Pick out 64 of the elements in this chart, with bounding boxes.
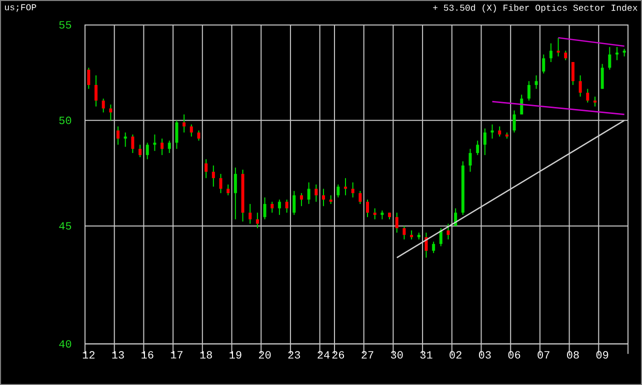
candlestick [175, 120, 178, 150]
candlestick [373, 208, 376, 220]
candlestick [432, 241, 436, 254]
x-tick-label: 23 [288, 351, 300, 359]
candlestick [278, 199, 281, 216]
candlestick [292, 190, 296, 216]
x-tick-label: 12 [82, 351, 94, 358]
x-tick-label: 27 [362, 351, 374, 358]
candlestick [146, 142, 149, 160]
x-tick-label: 30 [390, 351, 403, 359]
x-tick-label: 07 [538, 351, 550, 359]
chart-title: us;FOP [5, 4, 36, 12]
candlestick [300, 192, 303, 207]
candlestick [322, 188, 325, 207]
candlestick [542, 54, 546, 74]
x-tick-label: 19 [230, 351, 242, 359]
x-tick-label: 02 [450, 351, 462, 359]
candlestick [527, 80, 530, 102]
y-tick-label: 55 [59, 21, 72, 29]
y-tick-label: 40 [59, 340, 72, 348]
x-tick-label: 08 [567, 351, 579, 359]
x-tick-label: 18 [200, 351, 212, 359]
x-tick-label: 06 [508, 351, 520, 359]
candlestick [439, 228, 442, 247]
y-tick-label: 45 [59, 222, 72, 230]
candlestick [182, 114, 186, 133]
candlestick [446, 223, 450, 240]
candlestick [483, 128, 486, 156]
candlestick [109, 104, 112, 121]
candlestick [534, 74, 538, 90]
candlestick [549, 42, 552, 63]
candlestick [600, 63, 604, 90]
candlestick [263, 196, 266, 220]
chart-subtitle: + 53.50d (X) Fiber Optics Sector Index [433, 4, 638, 13]
candlestick [556, 37, 560, 57]
candlestick [344, 178, 347, 196]
x-tick-label: 09 [596, 351, 608, 359]
x-tick-label: 24 [318, 351, 330, 358]
candlestick [307, 182, 310, 204]
x-tick-label: 20 [258, 351, 271, 359]
candlestick [490, 124, 494, 140]
candlestick [168, 140, 171, 154]
candlestick [468, 148, 472, 172]
x-tick-label: 13 [112, 351, 124, 359]
candlestick [124, 132, 127, 148]
x-tick-label: 03 [478, 351, 491, 359]
x-tick-label: 16 [142, 351, 154, 359]
x-tick-label: 17 [170, 351, 182, 358]
candlestick [615, 46, 618, 61]
x-tick-label: 31 [420, 351, 432, 359]
candlestick [153, 134, 156, 152]
candlestick [234, 167, 237, 220]
y-tick-label: 50 [59, 116, 72, 124]
candlestick [608, 46, 612, 70]
candlestick [520, 94, 524, 115]
candlestick [476, 140, 480, 156]
candlestick [461, 160, 464, 216]
candlestick [454, 208, 458, 226]
x-tick-label: 26 [332, 351, 344, 359]
candlestick [336, 184, 340, 198]
candlestick [256, 212, 259, 229]
candlestick [351, 182, 354, 198]
candlestick [593, 96, 596, 108]
candlestick [512, 110, 516, 133]
